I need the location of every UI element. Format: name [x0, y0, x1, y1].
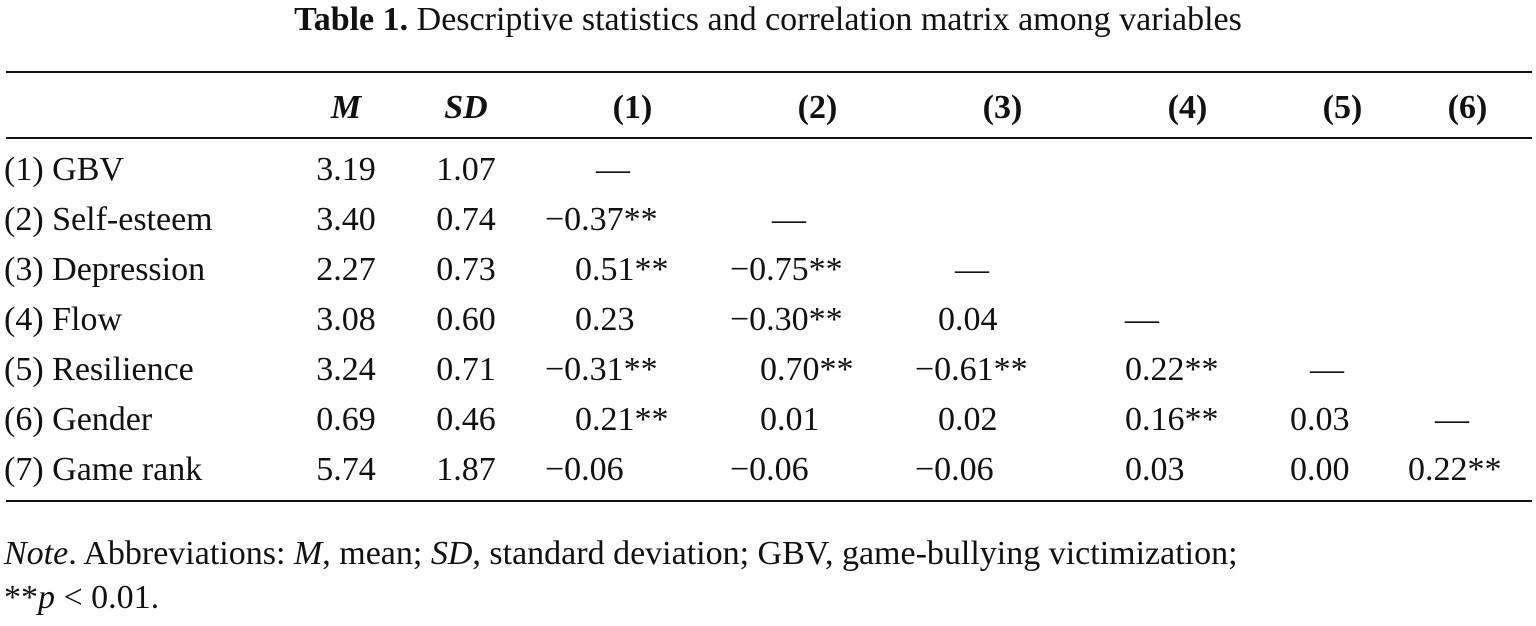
variable-name: (7) Game rank: [4, 451, 203, 488]
note-label: Note: [4, 535, 69, 572]
header-col-6: (6): [1447, 89, 1488, 126]
correlation-cell: 0.03: [1290, 401, 1350, 438]
correlation-cell: —: [596, 151, 630, 188]
correlation-cell: [1095, 245, 1280, 295]
table-caption: Table 1. Descriptive statistics and corr…: [0, 0, 1536, 40]
correlation-cell: 0.16**: [1125, 401, 1219, 438]
correlation-cell: [1405, 137, 1530, 195]
correlation-cell: 0.02: [938, 401, 998, 438]
correlation-cell: [725, 137, 910, 195]
correlation-cell: [1405, 195, 1530, 245]
note-text-3: , standard deviation; GBV, game-bullying…: [472, 535, 1238, 572]
header-col-5: (5): [1322, 89, 1363, 126]
correlation-cell: −0.30**: [730, 301, 843, 338]
caption-text: Descriptive statistics and correlation m…: [416, 1, 1242, 38]
header-col-4: (4): [1167, 89, 1208, 126]
header-col-3: (3): [982, 89, 1023, 126]
mean-value: 5.74: [316, 451, 376, 488]
correlation-cell: 0.01: [760, 401, 820, 438]
variable-name: (2) Self-esteem: [4, 201, 213, 238]
table-row: (6) Gender 0.69 0.46 0.21** 0.01 0.02 0.…: [0, 395, 1530, 445]
header-col-1: (1): [612, 89, 653, 126]
caption-label: Table 1.: [294, 1, 409, 38]
correlation-cell: 0.22**: [1125, 351, 1219, 388]
correlation-cell: −0.06: [730, 451, 809, 488]
sd-value: 0.71: [436, 351, 496, 388]
correlation-cell: [910, 137, 1095, 195]
correlation-cell: —: [955, 251, 989, 288]
correlation-cell: −0.06: [915, 451, 994, 488]
header-sd: SD: [444, 89, 488, 126]
note-text-1: . Abbreviations:: [68, 535, 294, 572]
correlation-cell: −0.75**: [730, 251, 843, 288]
variable-name: (3) Depression: [4, 251, 206, 288]
mean-value: 3.24: [316, 351, 376, 388]
variable-name: (6) Gender: [4, 401, 153, 438]
correlation-cell: [1405, 345, 1530, 395]
sd-value: 1.87: [436, 451, 496, 488]
correlation-cell: [1280, 137, 1405, 195]
mean-value: 2.27: [316, 251, 376, 288]
table-row: (2) Self-esteem 3.40 0.74 −0.37** —: [0, 195, 1530, 245]
variable-name: (1) GBV: [4, 151, 124, 188]
table-row: (3) Depression 2.27 0.73 0.51** −0.75** …: [0, 245, 1530, 295]
sd-value: 0.74: [436, 201, 496, 238]
correlation-cell: −0.31**: [545, 351, 658, 388]
correlation-cell: 0.00: [1290, 451, 1350, 488]
table-note: Note. Abbreviations: M, mean; SD, standa…: [4, 532, 1532, 620]
correlation-cell: 0.22**: [1408, 451, 1502, 488]
header-col-2: (2): [797, 89, 838, 126]
sd-value: 1.07: [436, 151, 496, 188]
header-mean: M: [330, 89, 362, 126]
correlation-cell: [1095, 195, 1280, 245]
correlation-cell: —: [1125, 301, 1159, 338]
correlation-cell: 0.21**: [575, 401, 669, 438]
correlation-cell: −0.61**: [915, 351, 1028, 388]
header-rule: [6, 137, 1532, 139]
correlation-cell: −0.06: [545, 451, 624, 488]
correlation-cell: 0.03: [1125, 451, 1185, 488]
statistics-table: M SD (1) (2) (3) (4) (5) (6) (1) GBV 3.1…: [0, 79, 1530, 495]
note-p: p: [38, 579, 55, 616]
table-row: (7) Game rank 5.74 1.87 −0.06 −0.06 −0.0…: [0, 445, 1530, 495]
table-row: (4) Flow 3.08 0.60 0.23 −0.30** 0.04 —: [0, 295, 1530, 345]
sd-value: 0.73: [436, 251, 496, 288]
bottom-rule: [6, 500, 1532, 502]
mean-value: 3.19: [316, 151, 376, 188]
sd-value: 0.46: [436, 401, 496, 438]
note-m-abbr: M: [293, 535, 323, 572]
correlation-cell: −0.37**: [545, 201, 658, 238]
note-sd-abbr: SD: [430, 535, 473, 572]
top-rule: [6, 71, 1532, 73]
note-text-5: < 0.01.: [55, 579, 160, 616]
correlation-cell: 0.04: [938, 301, 998, 338]
mean-value: 3.40: [316, 201, 376, 238]
correlation-cell: 0.23: [575, 301, 635, 338]
correlation-cell: [1095, 137, 1280, 195]
correlation-cell: 0.51**: [575, 251, 669, 288]
mean-value: 0.69: [316, 401, 376, 438]
header-variable: [0, 79, 300, 137]
correlation-cell: [1280, 195, 1405, 245]
table-row: (1) GBV 3.19 1.07 —: [0, 137, 1530, 195]
correlation-cell: —: [1435, 401, 1469, 438]
note-text-2: , mean;: [322, 535, 431, 572]
correlation-cell: —: [1310, 351, 1344, 388]
correlation-cell: [1280, 295, 1405, 345]
variable-name: (4) Flow: [4, 301, 123, 338]
header-row: M SD (1) (2) (3) (4) (5) (6): [0, 79, 1530, 137]
correlation-cell: [1405, 245, 1530, 295]
table-row: (5) Resilience 3.24 0.71 −0.31** 0.70** …: [0, 345, 1530, 395]
mean-value: 3.08: [316, 301, 376, 338]
correlation-cell: [1280, 245, 1405, 295]
correlation-cell: [1405, 295, 1530, 345]
correlation-cell: —: [772, 201, 806, 238]
sd-value: 0.60: [436, 301, 496, 338]
variable-name: (5) Resilience: [4, 351, 194, 388]
note-stars: **: [4, 579, 38, 616]
correlation-cell: 0.70**: [760, 351, 854, 388]
correlation-cell: [910, 195, 1095, 245]
